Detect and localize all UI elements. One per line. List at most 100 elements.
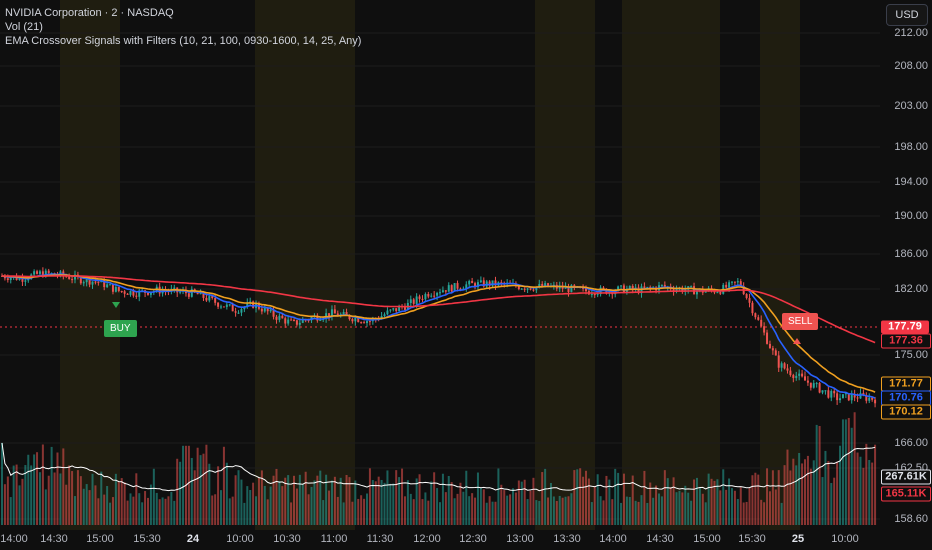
candle-body — [237, 312, 240, 314]
candle-body — [815, 383, 818, 385]
candle-body — [336, 313, 339, 317]
volume-bar — [319, 470, 322, 525]
volume-bar — [573, 470, 576, 525]
candle-body — [628, 286, 631, 289]
volume-bar — [269, 486, 272, 525]
candle-body — [809, 382, 812, 388]
volume-bar — [593, 486, 596, 525]
session-band-1 — [255, 0, 355, 530]
candle-body — [468, 281, 471, 285]
volume-bar — [179, 461, 182, 525]
volume-bar — [874, 444, 877, 525]
volume-bar — [398, 477, 401, 525]
indicator-study-label[interactable]: EMA Crossover Signals with Filters (10, … — [5, 35, 362, 47]
volume-bar — [412, 499, 415, 525]
volume-bar — [427, 500, 430, 525]
volume-bar — [228, 498, 231, 525]
volume-bar — [465, 470, 468, 525]
volume-bar — [725, 489, 728, 525]
candle-body — [792, 375, 795, 379]
volume-bar — [444, 492, 447, 525]
volume-bar — [806, 455, 809, 525]
candle-body — [538, 283, 541, 287]
volume-bar — [482, 489, 485, 525]
volume-bar — [503, 490, 506, 525]
volume-bar — [27, 454, 30, 525]
volume-bar — [675, 492, 678, 525]
candle-body — [316, 315, 319, 321]
volume-bar — [716, 479, 719, 525]
volume-bar — [488, 496, 491, 525]
candle-body — [777, 355, 780, 368]
volume-bar — [368, 468, 371, 525]
volume-bar — [173, 500, 176, 525]
volume-bar — [421, 499, 424, 525]
time-scale[interactable]: 14:00 14:30 15:00 15:30 24 10:00 10:30 11:00 11:… — [0, 530, 880, 550]
price-chart[interactable] — [0, 0, 880, 530]
volume-bar — [351, 501, 354, 525]
candle-body — [403, 306, 406, 310]
volume-bar — [339, 477, 342, 525]
candle-body — [596, 294, 599, 296]
volume-bar — [602, 500, 605, 525]
candle-body — [681, 287, 684, 292]
candle-body — [395, 308, 398, 312]
volume-bar — [768, 491, 771, 525]
volume-bar — [649, 482, 652, 525]
candle-body — [500, 282, 503, 284]
volume-bar — [441, 473, 444, 525]
volume-bar — [634, 500, 637, 525]
volume-bar — [514, 492, 517, 525]
candle-body — [582, 287, 585, 289]
volume-bar — [485, 502, 488, 525]
volume-bar — [690, 500, 693, 525]
session-band-4 — [760, 0, 800, 530]
candle-body — [418, 296, 421, 299]
candle-body — [415, 296, 418, 304]
volume-bar — [798, 453, 801, 525]
price-tick-label: 186.00 — [894, 248, 928, 260]
symbol-title[interactable]: NVIDIA Corporation · 2 · NASDAQ — [5, 7, 174, 19]
candle-body — [234, 311, 237, 313]
volume-bar — [763, 502, 766, 525]
candle-body — [476, 282, 479, 288]
volume-bar — [310, 486, 313, 525]
price-tag: 267.61K — [881, 469, 931, 485]
volume-bar — [447, 475, 450, 525]
volume-bar — [386, 470, 389, 525]
volume-bar — [663, 470, 666, 525]
candle-body — [821, 390, 824, 393]
price-scale[interactable]: 212.00 208.00 203.00 198.00 194.00 190.00 186.… — [880, 0, 932, 530]
volume-bar — [731, 488, 733, 525]
chart-pane[interactable]: NVIDIA Corporation · 2 · NASDAQ Vol (21)… — [0, 0, 880, 530]
currency-button[interactable]: USD — [886, 4, 928, 26]
volume-bar — [476, 472, 479, 525]
price-tick-label: 208.00 — [894, 60, 928, 72]
volume-bar — [161, 497, 164, 525]
volume-bar — [669, 487, 672, 525]
volume-bar — [815, 424, 818, 525]
candle-body — [833, 391, 836, 394]
candle-body — [754, 313, 757, 318]
volume-bar — [243, 502, 246, 525]
time-tick-label: 24 — [186, 533, 200, 545]
volume-bar — [182, 445, 185, 525]
candle-body — [544, 283, 547, 287]
candle-body — [868, 397, 871, 401]
candle-body — [220, 306, 222, 308]
volume-bar — [856, 452, 859, 525]
ema-mid-line — [1, 274, 876, 393]
time-tick-label: 14:00 — [0, 533, 28, 545]
candle-body — [266, 307, 269, 312]
volume-bar — [774, 489, 777, 525]
price-tick-label: 190.00 — [894, 210, 928, 222]
volume-study-label[interactable]: Vol (21) — [5, 21, 43, 33]
candle-body — [620, 285, 623, 287]
volume-bar — [529, 490, 532, 525]
volume-bar — [62, 448, 65, 525]
candle-body — [120, 290, 123, 292]
candle-body — [488, 281, 491, 286]
price-tag: 171.77 — [881, 376, 931, 392]
volume-bar — [44, 489, 47, 525]
volume-bar — [275, 468, 278, 525]
